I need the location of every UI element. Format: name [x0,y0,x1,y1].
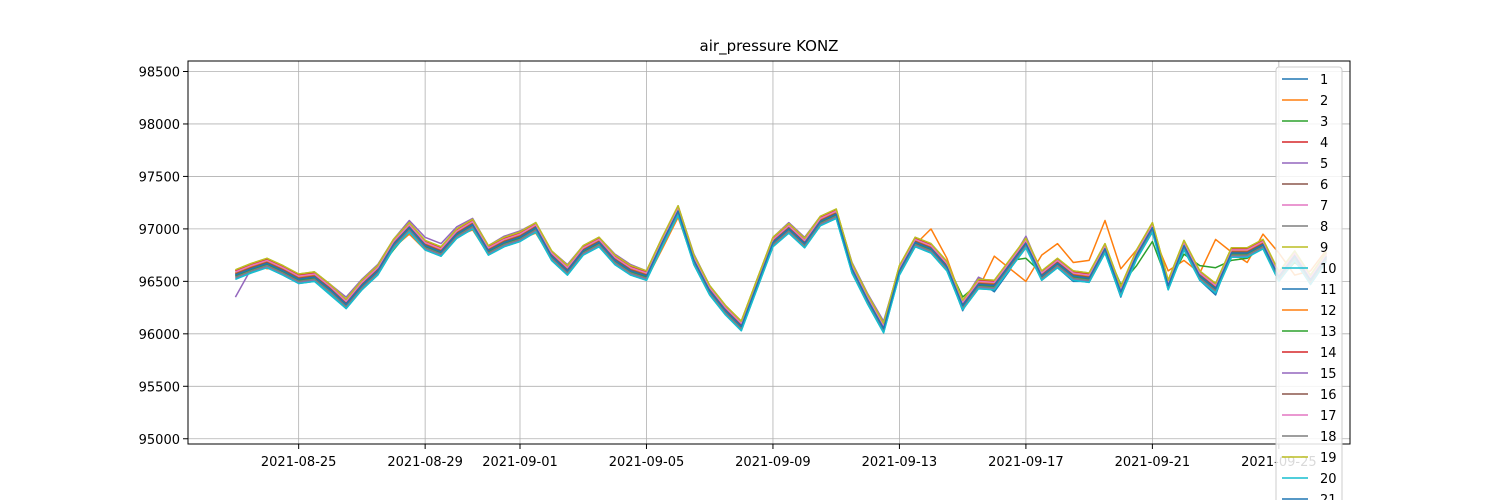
series-line-19 [235,205,1327,325]
legend-label-19: 19 [1320,451,1337,466]
x-tick-label: 2021-09-01 [482,455,558,470]
legend-label-15: 15 [1320,367,1337,382]
legend-label-10: 10 [1320,262,1337,277]
series-line-17 [235,207,1327,327]
y-tick-label: 97500 [139,170,180,185]
series-line-21 [235,210,1327,330]
x-tick-label: 2021-09-05 [609,455,685,470]
plot-area-frame [187,60,1351,445]
y-tick-label: 95000 [139,433,180,448]
legend-label-4: 4 [1320,136,1328,151]
legend-label-6: 6 [1320,178,1328,193]
legend-label-1: 1 [1320,73,1328,88]
legend-label-12: 12 [1320,304,1337,319]
legend-label-18: 18 [1320,430,1337,445]
legend-label-9: 9 [1320,241,1328,256]
x-tick-label: 2021-08-25 [261,455,337,470]
x-axis: 2021-08-25 2021-08-29 2021-09-01 2021-09-05… [261,444,1317,470]
legend-label-14: 14 [1320,346,1337,361]
series-lines [234,205,1327,334]
series-line-20 [235,214,1327,334]
y-tick-label: 97000 [139,223,180,238]
y-tick-label: 96000 [139,328,180,343]
y-tick-label: 95500 [139,380,180,395]
grid-lines [188,61,1350,444]
y-tick-label: 98000 [139,118,180,133]
x-tick-label: 2021-09-21 [1115,455,1191,470]
legend-label-11: 11 [1320,283,1337,298]
series-line-18 [235,212,1327,332]
legend-label-8: 8 [1320,220,1328,235]
x-tick-label: 2021-09-13 [862,455,938,470]
legend-label-16: 16 [1320,388,1337,403]
legend-label-21: 21 [1320,493,1337,500]
legend-label-2: 2 [1320,94,1328,109]
x-tick-label: 2021-08-29 [387,455,463,470]
legend-label-17: 17 [1320,409,1337,424]
legend-box [1275,66,1343,500]
chart-title: air_pressure KONZ [700,37,839,56]
y-tick-label: 98500 [139,65,180,80]
legend-label-5: 5 [1320,157,1328,172]
legend: 123456789101112131415161718192021 [1275,66,1343,500]
x-tick-label: 2021-09-17 [988,455,1064,470]
legend-label-7: 7 [1320,199,1328,214]
x-tick-label: 2021-09-09 [735,455,811,470]
legend-label-3: 3 [1320,115,1328,130]
legend-label-20: 20 [1320,472,1337,487]
y-tick-label: 96500 [139,275,180,290]
legend-label-13: 13 [1320,325,1337,340]
y-axis: 95000 95500 96000 96500 97000 97500 98000 98500 [139,65,188,448]
